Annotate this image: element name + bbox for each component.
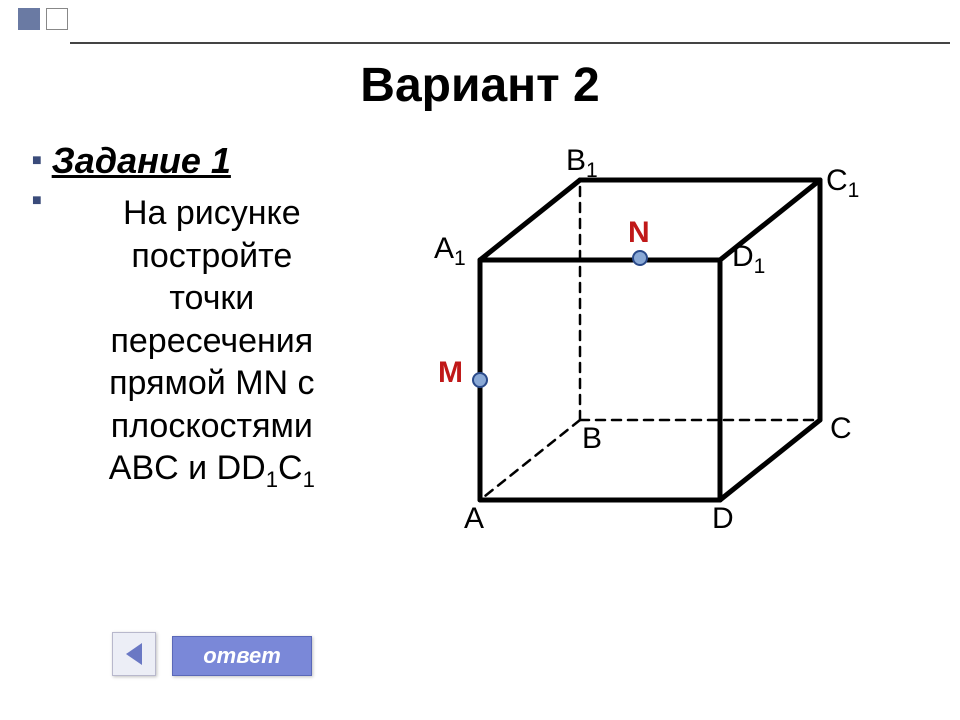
- label-M: M: [438, 356, 463, 390]
- label-C: C: [830, 412, 852, 446]
- header-decoration: [18, 8, 68, 30]
- label-A1: A1: [434, 232, 466, 271]
- task-line: На рисунке: [123, 194, 301, 232]
- label-N: N: [628, 216, 650, 250]
- prev-button[interactable]: [112, 632, 156, 676]
- task-body: На рисунке постройте точки пересечения п…: [52, 192, 372, 493]
- deco-square-empty: [46, 8, 68, 30]
- task-column: Задание 1 На рисунке постройте точки пер…: [32, 140, 372, 493]
- task-line: пересечения: [110, 322, 313, 360]
- task-line-last: ABC и DD1C1: [109, 449, 315, 487]
- label-D: D: [712, 502, 734, 536]
- cube-diagram: A D C B A1 D1 C1 B1 M N: [420, 140, 900, 560]
- label-B: B: [582, 422, 602, 456]
- label-D1: D1: [732, 240, 765, 279]
- task-body-wrap: На рисунке постройте точки пересечения п…: [32, 192, 372, 493]
- task-heading: Задание 1: [32, 140, 372, 182]
- task-line: плоскостями: [111, 407, 313, 445]
- task-line: прямой MN с: [109, 364, 314, 402]
- answer-button[interactable]: ответ: [172, 636, 312, 676]
- label-B1: B1: [566, 144, 598, 183]
- deco-square-filled: [18, 8, 40, 30]
- task-line: постройте: [131, 237, 292, 275]
- label-C1: C1: [826, 164, 859, 203]
- task-line: точки: [169, 279, 254, 317]
- triangle-left-icon: [126, 643, 142, 665]
- page-title: Вариант 2: [0, 58, 960, 113]
- label-A: A: [464, 502, 484, 536]
- header-divider: [70, 42, 950, 44]
